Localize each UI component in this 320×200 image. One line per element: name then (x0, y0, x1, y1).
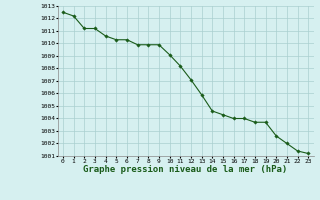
X-axis label: Graphe pression niveau de la mer (hPa): Graphe pression niveau de la mer (hPa) (84, 165, 288, 174)
